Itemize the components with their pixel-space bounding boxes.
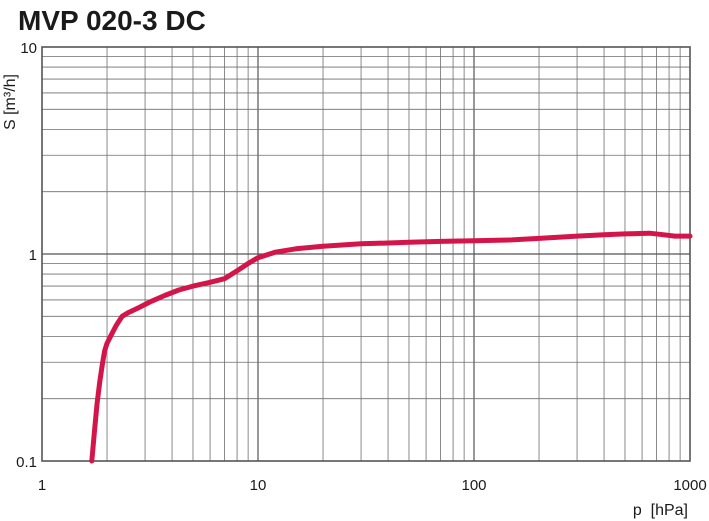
x-tick-label: 10 <box>250 477 267 494</box>
plot-frame <box>41 46 691 462</box>
y-tick-label: 1 <box>29 247 37 264</box>
grid <box>42 47 690 461</box>
series-line <box>89 230 693 464</box>
x-tick-label: 100 <box>461 477 486 494</box>
x-tick-label: 1000 <box>673 477 706 494</box>
x-axis-label: p [hPa] <box>633 502 688 519</box>
x-tick-label: 1 <box>38 477 46 494</box>
y-tick-label: 10 <box>20 40 37 57</box>
chart-title: MVP 020-3 DC <box>18 5 206 36</box>
y-tick-label: 0.1 <box>16 454 37 471</box>
y-axis-label: S [m³/h] <box>2 74 19 130</box>
